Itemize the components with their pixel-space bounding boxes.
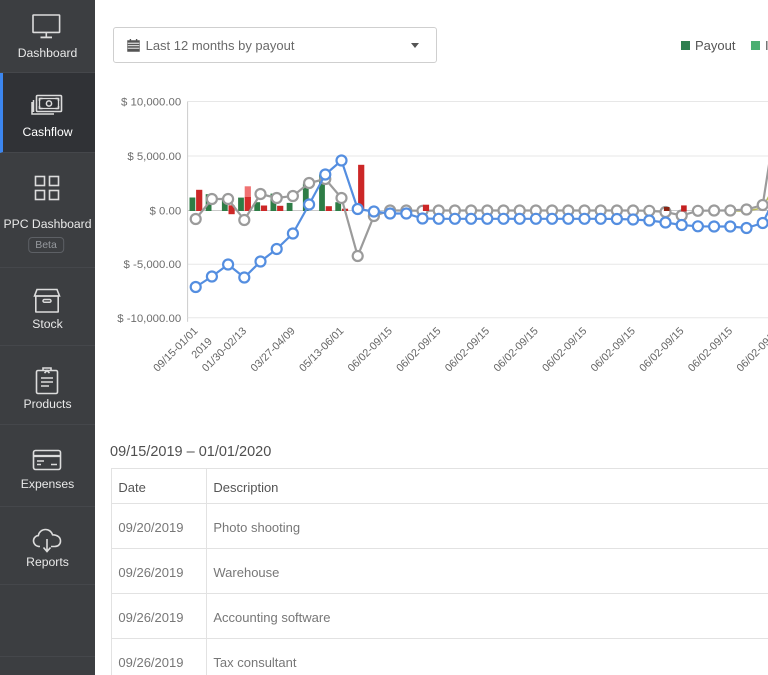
svg-text:$ 0.00: $ 0.00 [150,206,182,218]
svg-text:03/27-04/09: 03/27-04/09 [248,325,297,374]
svg-text:06/02-09/15: 06/02-09/15 [686,325,735,374]
svg-text:06/02-09/15: 06/02-09/15 [443,325,492,374]
svg-text:06/02-09/15: 06/02-09/15 [734,325,768,374]
svg-text:$ -10,000.00: $ -10,000.00 [117,313,181,325]
svg-text:05/13-06/01: 05/13-06/01 [297,325,346,374]
svg-text:06/02-09/15: 06/02-09/15 [346,325,395,374]
svg-text:$ 5,000.00: $ 5,000.00 [127,151,181,163]
svg-text:06/02-09/15: 06/02-09/15 [394,325,443,374]
svg-text:06/02-09/15: 06/02-09/15 [589,325,638,374]
svg-text:$ 10,000.00: $ 10,000.00 [121,97,181,109]
svg-text:06/02-09/15: 06/02-09/15 [637,325,686,374]
svg-text:06/02-09/15: 06/02-09/15 [491,325,540,374]
svg-text:06/02-09/15: 06/02-09/15 [540,325,589,374]
svg-text:$ -5,000.00: $ -5,000.00 [124,259,182,271]
